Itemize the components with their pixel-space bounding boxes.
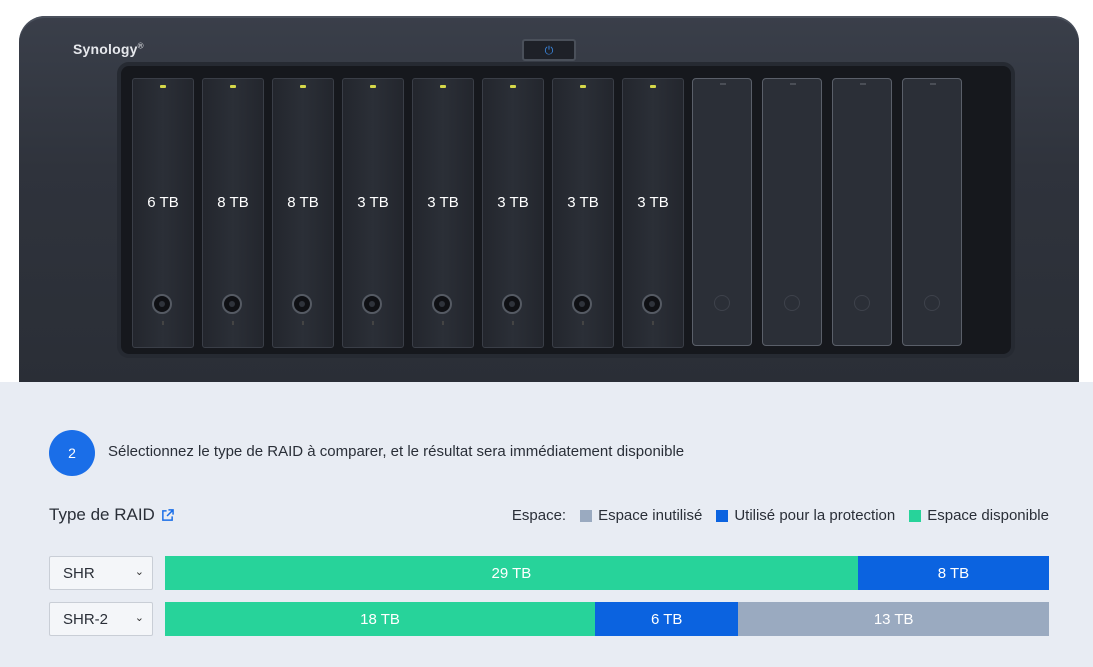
lock-icon <box>222 294 242 314</box>
chevron-down-icon: ⌄ <box>134 565 144 578</box>
power-icon: ⏻ <box>544 43 554 57</box>
legend-label: Espace disponible <box>927 507 1049 524</box>
status-led <box>160 85 166 88</box>
lock-marker <box>582 321 584 325</box>
legend-swatch <box>716 509 729 522</box>
raid-type-value: SHR-2 <box>63 610 109 628</box>
legend-title: Espace: <box>511 507 567 524</box>
drive-capacity: 6 TB <box>147 194 179 211</box>
status-led <box>370 85 376 88</box>
drive-bay-8: 3 TB <box>622 78 684 348</box>
status-led <box>230 85 236 88</box>
lock-icon <box>152 294 172 314</box>
drive-capacity: 3 TB <box>427 194 459 211</box>
drive-capacity: 3 TB <box>497 194 529 211</box>
status-led <box>930 83 936 85</box>
raid-type-select[interactable]: SHR ⌄ <box>49 556 153 590</box>
drive-bay-1: 6 TB <box>132 78 194 348</box>
legend-swatch <box>580 509 593 522</box>
lock-marker <box>162 321 164 325</box>
raid-row-shr: SHR ⌄ 29 TB 8 TB <box>49 556 1049 592</box>
lock-slot <box>924 295 940 311</box>
drive-bay-7: 3 TB <box>552 78 614 348</box>
drive-capacity: 8 TB <box>217 194 249 211</box>
step-number-badge: 2 <box>49 430 95 476</box>
lock-icon <box>432 294 452 314</box>
lock-marker <box>442 321 444 325</box>
drive-capacity: 3 TB <box>357 194 389 211</box>
drive-bay-4: 3 TB <box>342 78 404 348</box>
status-led <box>510 85 516 88</box>
drive-bay-5: 3 TB <box>412 78 474 348</box>
status-led <box>300 85 306 88</box>
legend-label: Espace inutilisé <box>598 507 703 524</box>
lock-marker <box>302 321 304 325</box>
capacity-bar: 18 TB 6 TB 13 TB <box>165 602 1049 636</box>
empty-bay-10 <box>762 78 822 346</box>
chevron-down-icon: ⌄ <box>134 611 144 624</box>
status-led <box>650 85 656 88</box>
lock-icon <box>502 294 522 314</box>
nas-device: Synology® ⏻ 6 TB 8 TB 8 TB 3 TB 3 TB 3 TB 3 TB… <box>19 16 1079 396</box>
drive-bay-3: 8 TB <box>272 78 334 348</box>
capacity-bar: 29 TB 8 TB <box>165 556 1049 590</box>
status-led <box>720 83 726 85</box>
brand-logo: Synology® <box>73 41 144 57</box>
bar-segment-protection: 8 TB <box>857 556 1049 590</box>
bar-segment-available: 29 TB <box>165 556 858 590</box>
drive-capacity: 3 TB <box>567 194 599 211</box>
lock-slot <box>854 295 870 311</box>
bar-segment-available: 18 TB <box>165 602 596 636</box>
status-led <box>860 83 866 85</box>
raid-row-shr2: SHR-2 ⌄ 18 TB 6 TB 13 TB <box>49 602 1049 638</box>
status-led <box>790 83 796 85</box>
lock-icon <box>642 294 662 314</box>
legend-label: Utilisé pour la protection <box>734 507 896 524</box>
lock-icon <box>572 294 592 314</box>
raid-type-select[interactable]: SHR-2 ⌄ <box>49 602 153 636</box>
empty-bay-9 <box>692 78 752 346</box>
lock-slot <box>784 295 800 311</box>
raid-type-title: Type de RAID <box>49 505 155 524</box>
drive-bays: 6 TB 8 TB 8 TB 3 TB 3 TB 3 TB 3 TB 3 TB <box>121 66 1011 354</box>
legend-swatch <box>909 509 922 522</box>
lock-marker <box>512 321 514 325</box>
status-led <box>580 85 586 88</box>
status-led <box>440 85 446 88</box>
space-legend: Espace: Espace inutilisé Utilisé pour la … <box>512 507 1049 524</box>
drive-capacity: 3 TB <box>637 194 669 211</box>
raid-type-value: SHR <box>63 564 95 582</box>
lock-marker <box>232 321 234 325</box>
lock-icon <box>362 294 382 314</box>
drive-bay-6: 3 TB <box>482 78 544 348</box>
step-instruction: Sélectionnez le type de RAID à comparer,… <box>108 443 685 460</box>
lock-slot <box>714 295 730 311</box>
lock-icon <box>292 294 312 314</box>
drive-bay-2: 8 TB <box>202 78 264 348</box>
empty-bay-12 <box>902 78 962 346</box>
drive-capacity: 8 TB <box>287 194 319 211</box>
external-link-icon[interactable] <box>161 508 174 522</box>
bar-segment-protection: 6 TB <box>595 602 739 636</box>
bar-segment-unused: 13 TB <box>738 602 1049 636</box>
lock-marker <box>652 321 654 325</box>
raid-type-heading: Type de RAID <box>49 505 174 525</box>
lock-marker <box>372 321 374 325</box>
empty-bay-11 <box>832 78 892 346</box>
power-button: ⏻ <box>522 39 576 61</box>
